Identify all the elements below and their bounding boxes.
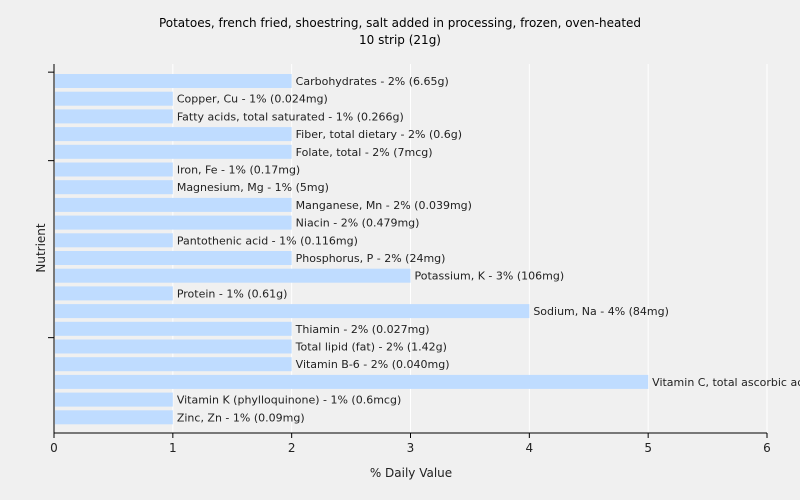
x-tick-label: 4: [526, 441, 534, 455]
bar-label: Vitamin B-6 - 2% (0.040mg): [296, 358, 450, 371]
x-axis-label: % Daily Value: [370, 466, 452, 480]
bar-label: Zinc, Zn - 1% (0.09mg): [177, 411, 305, 424]
x-tick-label: 0: [50, 441, 58, 455]
bar-label: Sodium, Na - 4% (84mg): [533, 305, 669, 318]
bar-label: Thiamin - 2% (0.027mg): [295, 323, 430, 336]
bar-label: Iron, Fe - 1% (0.17mg): [177, 164, 300, 177]
bar-label: Magnesium, Mg - 1% (5mg): [177, 181, 329, 194]
bar: [55, 74, 292, 88]
axes: 0 1 2 3 4 5 6: [48, 64, 771, 455]
bar-label: Folate, total - 2% (7mcg): [296, 146, 433, 159]
bar-label: Fatty acids, total saturated - 1% (0.266…: [177, 110, 404, 123]
bar: [55, 91, 173, 106]
bar: [55, 109, 173, 124]
bar-label: Copper, Cu - 1% (0.024mg): [177, 93, 328, 106]
bar: [55, 144, 292, 159]
bar-label: Fiber, total dietary - 2% (0.6g): [296, 128, 462, 141]
bar: [55, 392, 173, 407]
x-tick-label: 1: [169, 441, 177, 455]
bar-label: Niacin - 2% (0.479mg): [296, 217, 420, 230]
bar: [55, 180, 173, 195]
bar: [55, 286, 173, 301]
bar: [55, 233, 173, 248]
grid-lines: [172, 64, 768, 433]
bar: [55, 339, 292, 354]
bar-label: Manganese, Mn - 2% (0.039mg): [296, 199, 472, 212]
bar: [55, 162, 173, 177]
bar: [55, 268, 411, 283]
bar: [55, 410, 173, 425]
x-tick-label: 2: [288, 441, 296, 455]
bar: [55, 374, 649, 389]
x-tick-label: 5: [644, 441, 652, 455]
bar-label: Phosphorus, P - 2% (24mg): [296, 252, 446, 265]
x-tick-label: 6: [763, 441, 771, 455]
bar: [55, 251, 292, 265]
bar: [55, 215, 292, 230]
chart-subtitle: 10 strip (21g): [359, 33, 441, 47]
bar: [55, 127, 292, 142]
bar-label: Protein - 1% (0.61g): [177, 287, 288, 300]
bars: Carbohydrates - 2% (6.65g) Copper, Cu - 1…: [55, 74, 800, 425]
bar-label: Total lipid (fat) - 2% (1.42g): [295, 341, 447, 354]
bar-label: Potassium, K - 3% (106mg): [415, 270, 565, 283]
bar-label: Pantothenic acid - 1% (0.116mg): [177, 234, 358, 247]
y-axis-label: Nutrient: [34, 223, 48, 273]
bar-label: Vitamin C, total ascorbic acid - 5% (3.0…: [652, 376, 800, 389]
bar-label: Carbohydrates - 2% (6.65g): [296, 75, 449, 88]
chart-title: Potatoes, french fried, shoestring, salt…: [158, 16, 642, 30]
bar: [55, 197, 292, 212]
bar: [55, 357, 292, 372]
bar: [55, 304, 530, 319]
bar: [55, 321, 292, 336]
bar-label: Vitamin K (phylloquinone) - 1% (0.6mcg): [177, 394, 401, 407]
x-tick-label: 3: [407, 441, 415, 455]
